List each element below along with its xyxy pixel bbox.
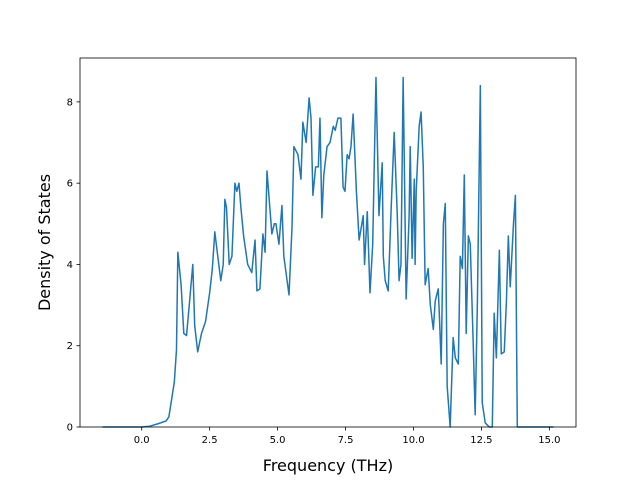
y-tick-label: 0 <box>67 423 73 434</box>
axes-frame <box>79 57 577 428</box>
data-line <box>102 76 554 428</box>
plot-area <box>102 76 554 428</box>
x-tick-label: 2.5 <box>202 435 218 446</box>
y-tick-label: 6 <box>67 179 73 190</box>
y-axis-label: Density of States <box>35 174 54 311</box>
x-tick-label: 0.0 <box>134 435 150 446</box>
x-tick-label: 7.5 <box>338 435 354 446</box>
x-tick-label: 12.5 <box>470 435 492 446</box>
y-tick-label: 4 <box>67 260 73 271</box>
x-tick-label: 10.0 <box>402 435 424 446</box>
y-tick-label: 8 <box>67 97 73 108</box>
x-tick-label: 5.0 <box>270 435 286 446</box>
x-axis-label: Frequency (THz) <box>263 456 393 475</box>
y-tick-label: 2 <box>67 341 73 352</box>
x-tick-label: 15.0 <box>538 435 560 446</box>
